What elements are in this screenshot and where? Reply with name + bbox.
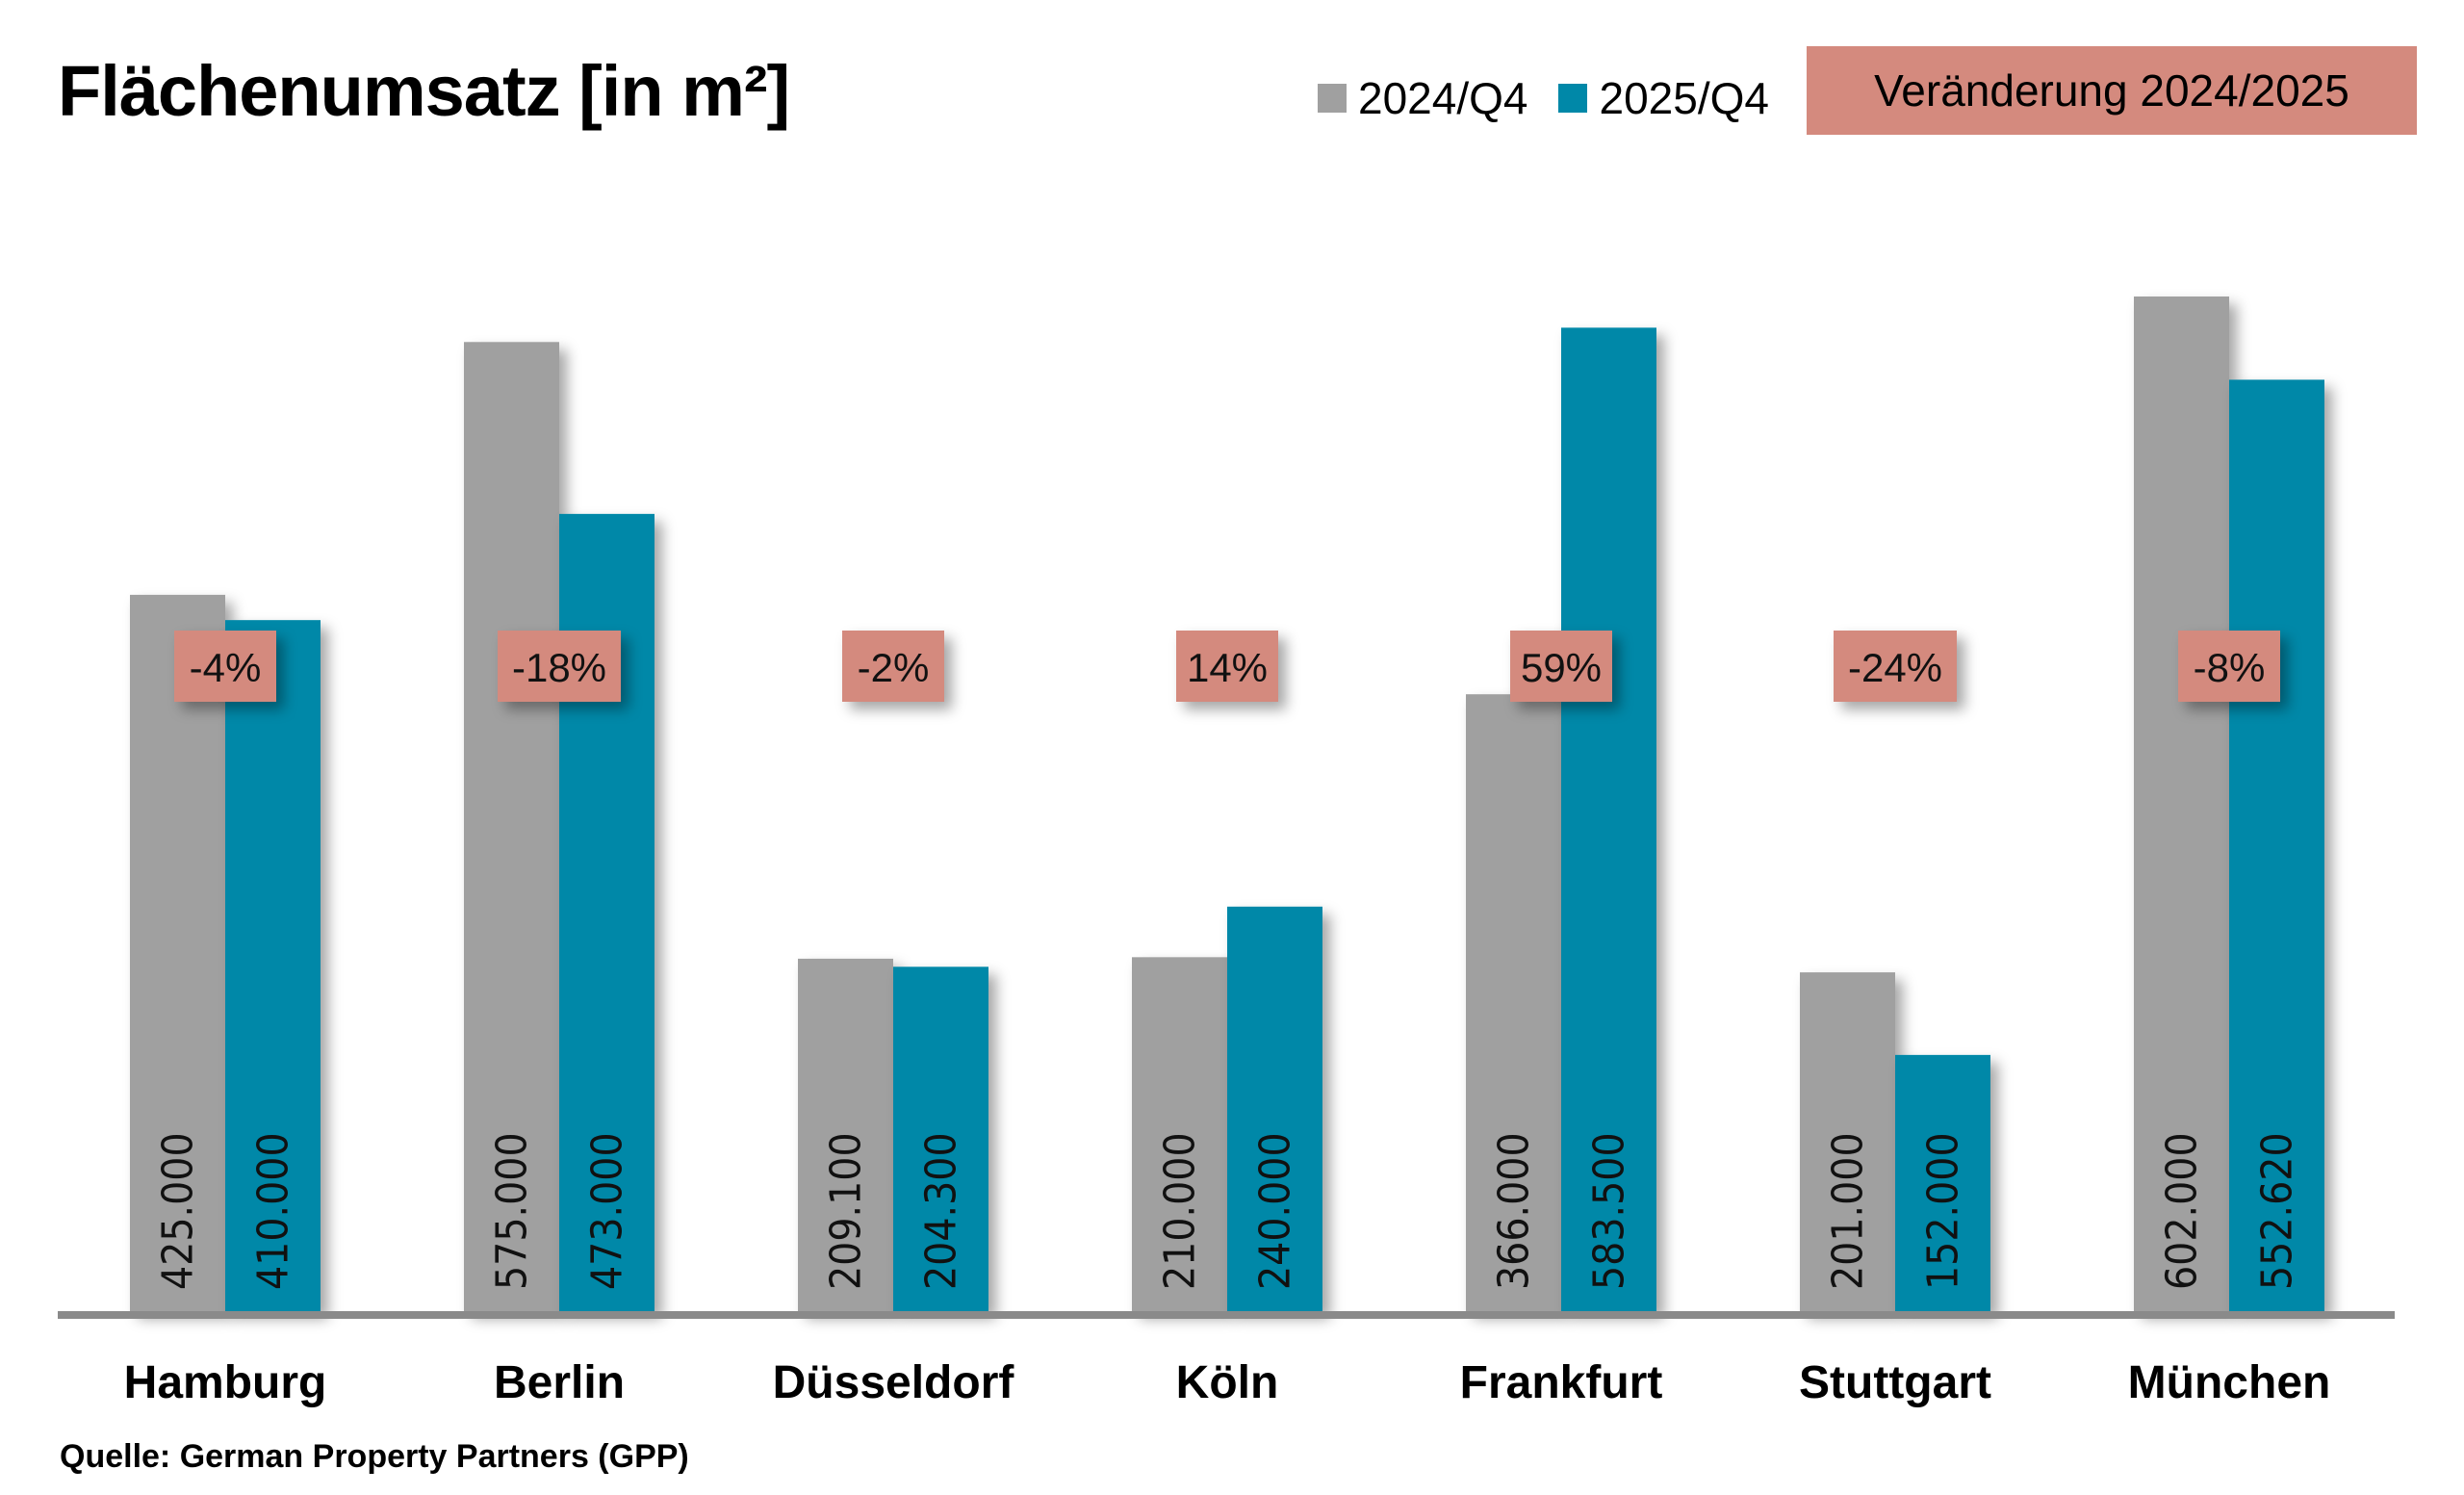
bar-2025-frankfurt <box>1561 327 1656 1311</box>
x-axis-line <box>58 1311 2395 1319</box>
legend-swatch-2025 <box>1558 84 1588 113</box>
bar-2024-berlin <box>464 342 559 1311</box>
value-label: 366.000 <box>1490 1132 1539 1290</box>
category-label: Berlin <box>494 1357 625 1408</box>
value-label: 583.500 <box>1585 1132 1634 1290</box>
value-label: 473.000 <box>583 1132 632 1290</box>
change-badge: -18% <box>498 631 621 702</box>
value-label: 575.000 <box>488 1132 537 1290</box>
bar-2025-düsseldorf <box>893 967 988 1311</box>
legend-item-2025: 2025/Q4 <box>1558 72 1769 124</box>
value-label: 410.000 <box>249 1132 298 1290</box>
change-badge-bg <box>1176 631 1278 702</box>
bar-2024-düsseldorf <box>798 958 893 1311</box>
bar-2024-köln <box>1132 957 1227 1311</box>
change-badge: -2% <box>842 631 944 702</box>
value-label: 210.000 <box>1156 1132 1205 1290</box>
change-badge: 14% <box>1176 631 1278 702</box>
change-badge-bg <box>1834 631 1957 702</box>
bar-2025-stuttgart <box>1895 1054 1990 1311</box>
category-label: Stuttgart <box>1799 1357 1991 1408</box>
legend-swatch-2024 <box>1318 84 1347 113</box>
legend: 2024/Q4 2025/Q4 <box>1318 69 1800 127</box>
category-label: Köln <box>1176 1357 1279 1408</box>
value-label: 552.620 <box>2253 1132 2302 1290</box>
bar-2025-hamburg <box>225 620 321 1311</box>
category-label: Düsseldorf <box>773 1357 1015 1408</box>
bar-2024-münchen <box>2134 296 2229 1311</box>
value-label: 152.000 <box>1919 1132 1968 1290</box>
category-label: München <box>2128 1357 2331 1408</box>
change-badge-label: -24% <box>1848 645 1942 690</box>
change-badge-label: -4% <box>190 645 262 690</box>
category-label: Hamburg <box>124 1357 327 1408</box>
change-badge: -8% <box>2178 631 2280 702</box>
chart-title: Flächenumsatz [in m²] <box>58 51 790 131</box>
legend-item-2024: 2024/Q4 <box>1318 72 1527 124</box>
change-badge-bg <box>842 631 944 702</box>
bar-2024-stuttgart <box>1800 972 1895 1311</box>
change-badge-label: 14% <box>1187 645 1268 690</box>
value-label: 240.000 <box>1251 1132 1300 1290</box>
bar-2024-frankfurt <box>1466 694 1561 1311</box>
legend-label-2025: 2025/Q4 <box>1599 73 1769 123</box>
change-badge-label: -8% <box>2194 645 2266 690</box>
bar-2025-münchen <box>2229 379 2324 1311</box>
legend-label-2024: 2024/Q4 <box>1358 73 1528 123</box>
change-badge: -4% <box>174 631 276 702</box>
bar-2024-hamburg <box>130 594 225 1311</box>
value-label: 204.300 <box>917 1132 966 1290</box>
change-legend-box: Veränderung 2024/2025 <box>1807 46 2417 135</box>
value-label: 209.100 <box>822 1132 871 1290</box>
value-label: 602.000 <box>2158 1132 2207 1290</box>
category-label: Frankfurt <box>1460 1357 1663 1408</box>
change-badge-bg <box>1510 631 1612 702</box>
change-badge-bg <box>2178 631 2280 702</box>
value-label: 201.000 <box>1824 1132 1873 1290</box>
change-badge-label: 59% <box>1521 645 1602 690</box>
source-note: Quelle: German Property Partners (GPP) <box>60 1438 689 1475</box>
bar-2025-köln <box>1227 906 1322 1311</box>
value-label: 425.000 <box>154 1132 203 1290</box>
change-badge-label: -18% <box>512 645 606 690</box>
change-badge: 59% <box>1510 631 1612 702</box>
change-badge-bg <box>498 631 621 702</box>
change-badge: -24% <box>1834 631 1957 702</box>
change-badge-bg <box>174 631 276 702</box>
change-badge-label: -2% <box>858 645 930 690</box>
